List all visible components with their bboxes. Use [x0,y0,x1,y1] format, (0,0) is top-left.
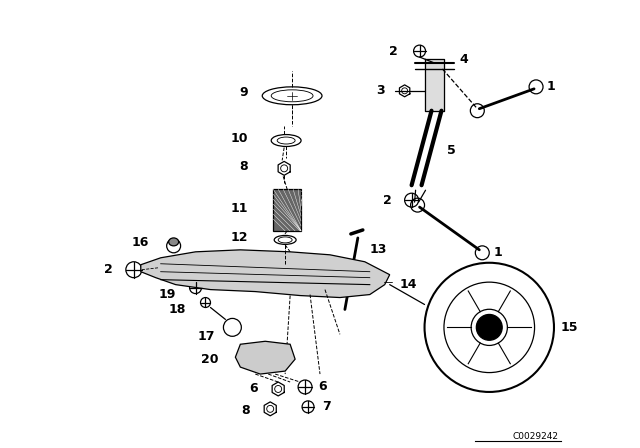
Text: 18: 18 [168,303,186,316]
Text: 2: 2 [104,263,113,276]
Polygon shape [236,341,295,374]
Text: 7: 7 [322,401,331,414]
Ellipse shape [169,238,179,246]
Text: 14: 14 [399,278,417,291]
Text: 6: 6 [318,380,326,393]
Text: 10: 10 [231,132,248,145]
Polygon shape [424,59,444,111]
Text: 9: 9 [240,86,248,99]
Text: 15: 15 [561,321,579,334]
Text: 2: 2 [389,45,397,58]
Circle shape [476,314,502,340]
Text: 13: 13 [370,243,387,256]
Text: 5: 5 [447,144,456,157]
Text: 1: 1 [493,246,502,259]
Text: C0029242: C0029242 [513,432,559,441]
Text: 4: 4 [460,52,468,65]
Text: 3: 3 [376,84,385,97]
Text: 11: 11 [231,202,248,215]
Text: 19: 19 [158,288,175,301]
Text: 12: 12 [231,232,248,245]
Text: 6: 6 [250,383,259,396]
Text: 8: 8 [242,405,250,418]
Polygon shape [141,250,390,297]
Text: 17: 17 [198,330,216,343]
Text: 1: 1 [547,80,556,93]
Text: 16: 16 [131,237,148,250]
Text: 2: 2 [383,194,392,207]
Text: 8: 8 [240,160,248,173]
Text: 20: 20 [201,353,218,366]
Bar [273,189,301,231]
